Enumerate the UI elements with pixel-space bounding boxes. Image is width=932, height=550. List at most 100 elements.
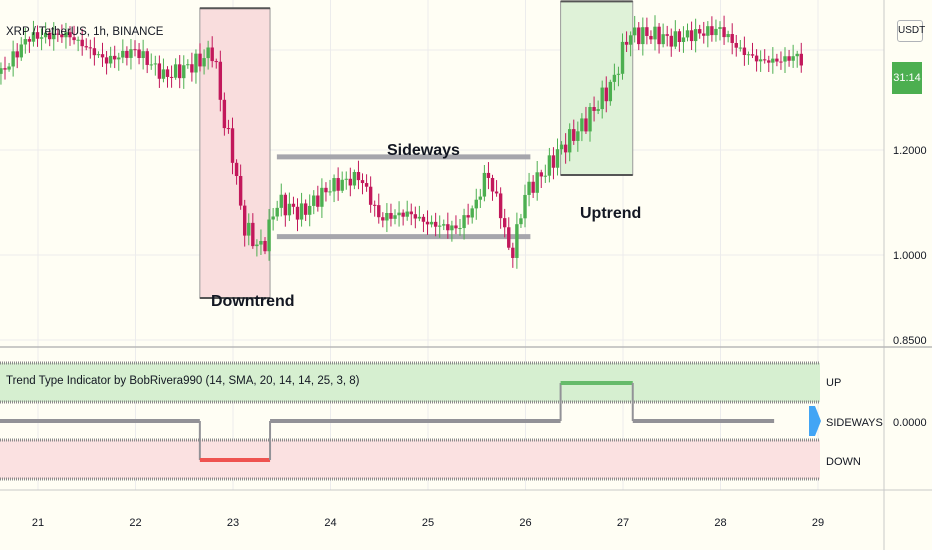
candle-body	[210, 47, 214, 62]
candle-body	[669, 35, 673, 47]
candle-body	[283, 194, 288, 216]
candle-body	[734, 42, 738, 48]
candle-body	[498, 193, 503, 219]
candle-body	[454, 225, 458, 229]
indicator-pane: UP SIDEWAYS DOWN 0.0000	[0, 361, 927, 481]
candle-body	[596, 109, 600, 111]
candle-body	[243, 205, 247, 236]
candle-body	[104, 57, 109, 64]
candle-body	[490, 177, 495, 192]
candle-body	[754, 55, 759, 62]
candle-body	[35, 32, 40, 39]
candle-body	[340, 179, 344, 191]
indicator-title[interactable]: Trend Type Indicator by BobRivera990 (14…	[6, 375, 360, 387]
candle-body	[693, 29, 698, 42]
candle-body	[3, 68, 7, 70]
candle-body	[746, 54, 751, 56]
candle-body	[657, 26, 661, 45]
candle-body	[299, 203, 304, 220]
candle-body	[381, 217, 385, 221]
candle-body	[779, 61, 783, 63]
annotation-downtrend: Downtrend	[211, 293, 295, 310]
candle-body	[442, 224, 446, 226]
candle-body	[458, 228, 462, 230]
candle-body	[417, 216, 422, 219]
candle-body	[108, 55, 113, 64]
candle-body	[527, 181, 531, 195]
candle-body	[576, 131, 580, 141]
candle-body	[190, 64, 194, 73]
candle-body	[523, 194, 527, 219]
grid	[0, 0, 884, 490]
candle-body	[438, 225, 442, 227]
annotation-sideways: Sideways	[387, 142, 460, 159]
candle-body	[76, 39, 80, 41]
candle-body	[539, 172, 543, 177]
candle-body	[312, 195, 316, 206]
candles	[0, 15, 803, 269]
candle-body	[295, 206, 300, 220]
indicator-value-label: 0.0000	[893, 417, 927, 429]
candle-body	[758, 59, 763, 62]
time-axis-label: 27	[617, 517, 629, 529]
candle-body	[271, 216, 275, 220]
candle-body	[84, 46, 88, 48]
candle-body	[795, 53, 799, 57]
candle-body	[23, 39, 28, 45]
candle-body	[507, 227, 511, 248]
candle-body	[515, 224, 519, 258]
candle-body	[722, 27, 726, 38]
candle-body	[7, 66, 11, 70]
candle-body	[141, 51, 145, 58]
candle-body	[64, 32, 68, 38]
candle-body	[92, 48, 97, 56]
candle-body	[368, 186, 373, 205]
candle-body	[482, 172, 487, 197]
current-value-marker	[809, 406, 821, 436]
candle-body	[153, 63, 158, 65]
price-tag: 31:14	[892, 62, 922, 94]
candle-body	[474, 199, 478, 209]
candle-body	[234, 162, 239, 177]
currency-button[interactable]: USDT	[897, 20, 925, 42]
candle-body	[352, 172, 357, 186]
candle-body	[405, 211, 409, 217]
candle-body	[771, 58, 775, 63]
candle-body	[222, 99, 227, 129]
candle-body	[259, 240, 263, 245]
candle-body	[19, 44, 23, 58]
symbol-title[interactable]: XRP / TetherUS, 1h, BINANCE	[6, 26, 164, 38]
candle-body	[677, 31, 682, 42]
candle-body	[572, 129, 576, 141]
candle-body	[385, 213, 389, 221]
candle-body	[413, 214, 418, 219]
candle-body	[767, 60, 771, 63]
candle-body	[633, 27, 637, 36]
candle-body	[681, 37, 686, 42]
candle-body	[714, 28, 718, 36]
candle-body	[726, 34, 730, 38]
zone-label: SIDEWAYS	[826, 417, 883, 429]
candle-body	[303, 203, 308, 215]
candle-body	[685, 30, 690, 38]
time-axis-label: 25	[422, 517, 434, 529]
candle-body	[48, 32, 52, 40]
candle-body	[783, 56, 787, 62]
candle-body	[348, 178, 353, 186]
candle-body	[182, 65, 186, 79]
candle-body	[198, 53, 202, 67]
price-axis-label: 1.0000	[893, 250, 927, 262]
candle-body	[628, 35, 633, 45]
candle-body	[56, 33, 60, 35]
candle-body	[551, 155, 556, 168]
candle-body	[206, 47, 210, 59]
candle-body	[186, 64, 190, 66]
candle-body	[511, 247, 515, 258]
candle-body	[226, 128, 231, 130]
zone-label: DOWN	[826, 456, 861, 468]
candle-body	[202, 58, 206, 67]
candle-body	[169, 76, 174, 78]
candle-body	[31, 32, 36, 42]
candle-body	[373, 204, 377, 206]
